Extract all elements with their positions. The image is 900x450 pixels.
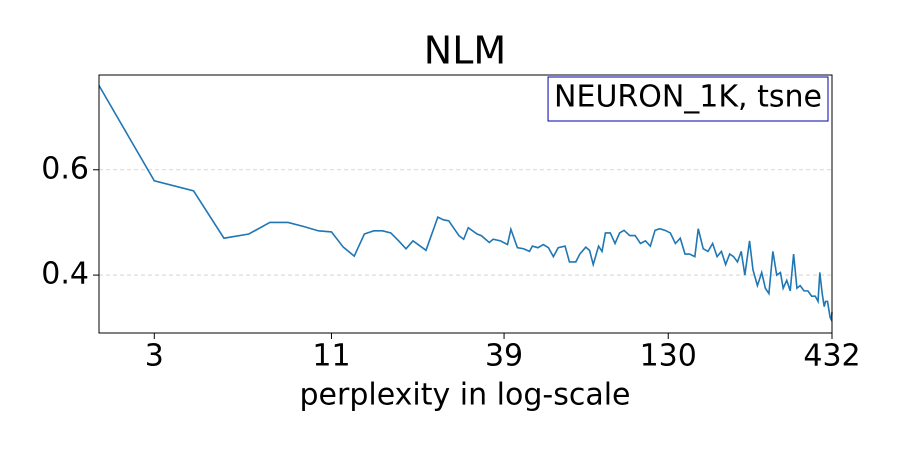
x-tick-label: 432 [803, 339, 860, 374]
data-line [98, 85, 833, 323]
annotation: NEURON_1K, tsne [554, 80, 822, 115]
x-tick-label: 11 [312, 339, 350, 374]
axes-frame [98, 74, 833, 334]
y-tick-label: 0.6 [41, 151, 89, 186]
x-axis-label: perplexity in log-scale [299, 378, 630, 413]
annotation-box [547, 76, 829, 122]
x-tick-label: 3 [145, 339, 164, 374]
chart-title: NLM [424, 29, 506, 73]
x-tick-label: 39 [485, 339, 523, 374]
x-tick-label: 130 [640, 339, 697, 374]
y-tick-label: 0.4 [41, 257, 89, 292]
